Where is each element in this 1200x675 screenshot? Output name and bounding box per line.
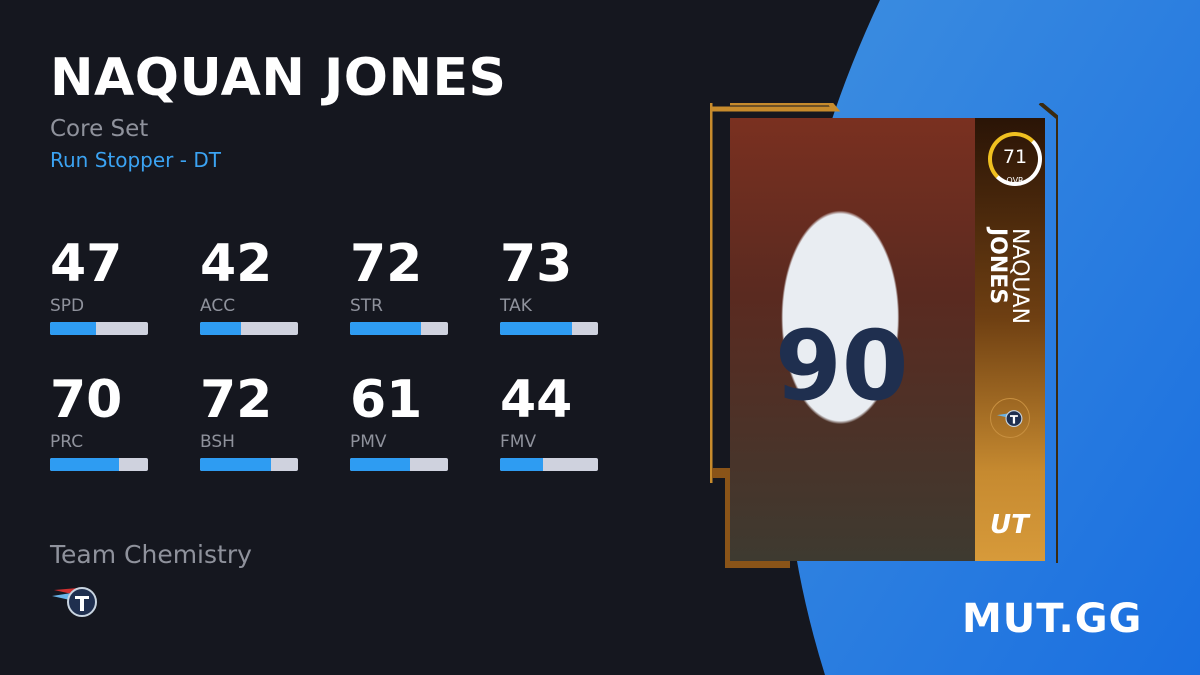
- archetype-position: Run Stopper - DT: [50, 148, 221, 172]
- stat-str: 72 STR: [350, 238, 450, 335]
- stat-value: 72: [350, 234, 423, 294]
- stat-bar-fill: [50, 458, 119, 471]
- card-set: Core Set: [50, 116, 149, 142]
- stat-bar-fill: [500, 322, 572, 335]
- overall-rating: 71: [1002, 146, 1028, 168]
- stat-label: SPD: [50, 296, 85, 316]
- stat-value: 44: [500, 370, 573, 430]
- stat-prc: 70 PRC: [50, 374, 150, 471]
- titans-logo-icon: [997, 410, 1023, 428]
- stat-value: 42: [200, 234, 273, 294]
- stat-label: STR: [350, 296, 383, 316]
- stat-bar: [200, 458, 298, 471]
- stat-bar: [50, 322, 148, 335]
- stat-bar-fill: [200, 458, 271, 471]
- stat-bsh: 72 BSH: [200, 374, 300, 471]
- team-chemistry-heading: Team Chemistry: [50, 540, 252, 569]
- stat-label: FMV: [500, 432, 537, 452]
- card-first-name: NAQUAN: [1007, 228, 1032, 325]
- stat-bar: [50, 458, 148, 471]
- card-name-strip: [975, 118, 1045, 561]
- stat-bar-fill: [200, 322, 242, 335]
- stat-bar: [350, 458, 448, 471]
- stat-value: 70: [50, 370, 123, 430]
- stat-label: ACC: [200, 296, 236, 316]
- overall-label: OVR: [1006, 176, 1024, 185]
- jersey-number: 90: [775, 310, 909, 422]
- player-photo: [730, 118, 975, 561]
- player-name: NAQUAN JONES: [50, 48, 507, 108]
- stat-value: 72: [200, 370, 273, 430]
- stat-fmv: 44 FMV: [500, 374, 600, 471]
- card-team-badge: [990, 398, 1030, 438]
- stat-pmv: 61 PMV: [350, 374, 450, 471]
- stat-bar: [200, 322, 298, 335]
- stat-tak: 73 TAK: [500, 238, 600, 335]
- program-logo: UT: [990, 510, 1029, 540]
- stat-value: 61: [350, 370, 423, 430]
- card-player-name: NAQUAN JONES: [985, 228, 1032, 325]
- stat-bar-fill: [500, 458, 544, 471]
- stat-bar-fill: [350, 458, 410, 471]
- stat-bar-fill: [350, 322, 421, 335]
- overall-ring: [988, 132, 1042, 186]
- stat-value: 47: [50, 234, 123, 294]
- stat-label: TAK: [500, 296, 532, 316]
- stat-acc: 42 ACC: [200, 238, 300, 335]
- stat-label: PMV: [350, 432, 387, 452]
- stat-bar: [500, 322, 598, 335]
- stat-bar: [500, 458, 598, 471]
- stat-bar-fill: [50, 322, 97, 335]
- stat-label: BSH: [200, 432, 235, 452]
- stat-value: 73: [500, 234, 573, 294]
- stat-bar: [350, 322, 448, 335]
- mutgg-logo[interactable]: MUT.GG: [962, 596, 1143, 642]
- stat-spd: 47 SPD: [50, 238, 150, 335]
- card-last-name: JONES: [985, 228, 1010, 305]
- stat-label: PRC: [50, 432, 84, 452]
- titans-logo-icon[interactable]: [52, 584, 98, 618]
